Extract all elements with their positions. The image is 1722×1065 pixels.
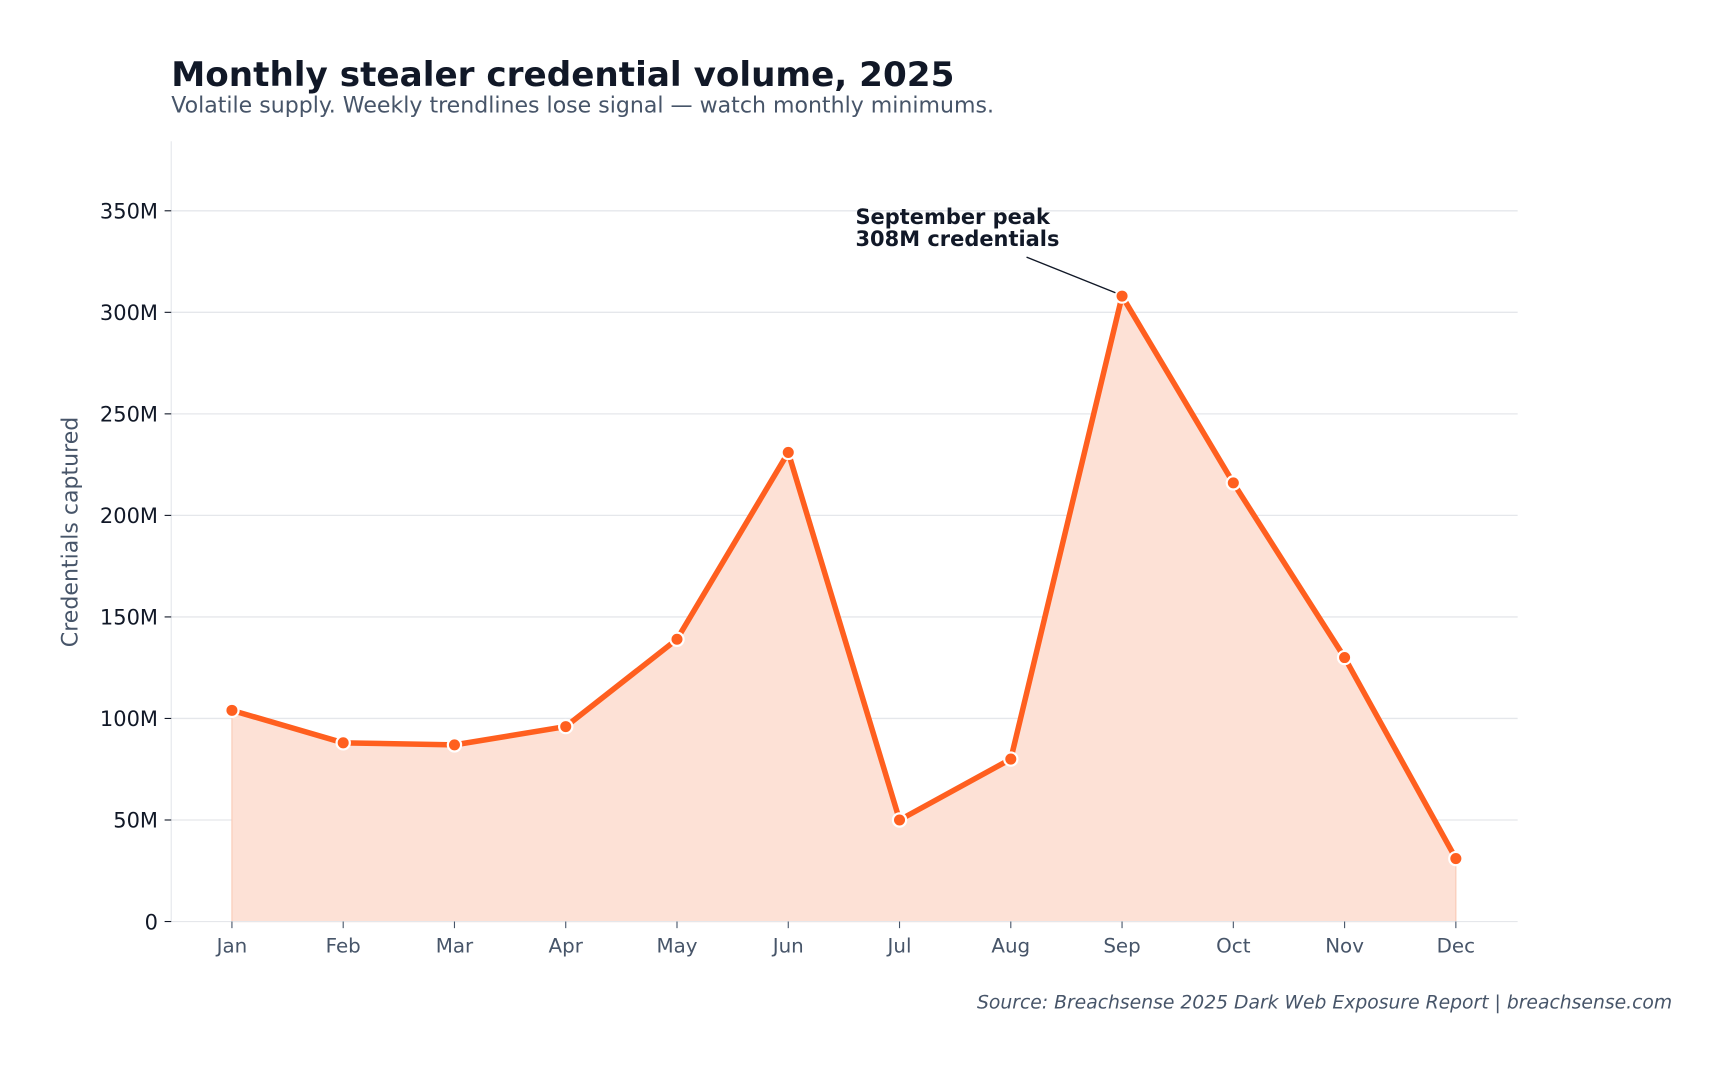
y-tick-label: 150M	[100, 606, 158, 630]
x-tick-label: Jul	[886, 934, 912, 957]
x-tick-label: Sep	[1103, 934, 1140, 957]
x-tick-label: Aug	[991, 934, 1030, 957]
y-tick-label: 0	[145, 910, 158, 934]
data-point-jun	[780, 444, 796, 461]
x-tick-label: Dec	[1437, 934, 1475, 957]
x-tick-label: Nov	[1325, 934, 1364, 957]
data-point-feb	[335, 735, 351, 751]
y-tick-label: 350M	[100, 200, 158, 224]
y-tick-label: 300M	[100, 301, 158, 325]
data-point-jul	[891, 812, 908, 828]
annotation-line-2: 308M credentials	[855, 227, 1059, 251]
data-point-mar	[446, 737, 463, 753]
annotation: September peak 308M credentials	[855, 205, 1116, 294]
x-ticks: Jan Feb Mar Apr May Jun Jul Aug Sep Oct Nov Dec	[215, 921, 1475, 957]
y-ticks: 0 50M 100M 150M 200M 250M 300M 350M	[100, 200, 172, 934]
data-point-dec	[1448, 850, 1464, 867]
y-tick-label: 200M	[100, 504, 158, 528]
data-point-jan	[224, 702, 240, 719]
chart-title: Monthly stealer credential volume, 2025	[171, 55, 954, 95]
annotation-arrow	[1026, 256, 1116, 294]
data-point-apr	[558, 718, 574, 735]
x-tick-label: Jan	[215, 934, 248, 957]
x-tick-label: Oct	[1216, 934, 1251, 957]
area-layer	[224, 288, 1464, 923]
data-point-nov	[1336, 649, 1353, 666]
data-point-sep	[1114, 288, 1130, 304]
chart-subtitle: Volatile supply. Weekly trendlines lose …	[171, 94, 994, 119]
y-tick-label: 100M	[100, 707, 158, 731]
series-line	[231, 293, 1459, 860]
x-tick-label: Feb	[326, 934, 361, 957]
x-tick-label: Apr	[549, 934, 584, 957]
y-tick-label: 250M	[100, 403, 158, 427]
source-note: Source: Breachsense 2025 Dark Web Exposu…	[977, 993, 1672, 1014]
x-tick-label: Mar	[436, 934, 474, 957]
x-tick-label: Jun	[771, 934, 804, 957]
data-point-aug	[1003, 751, 1019, 767]
x-tick-label: May	[656, 934, 697, 957]
area-fill	[231, 294, 1457, 923]
y-axis-label: Credentials captured	[58, 417, 83, 648]
data-point-may	[669, 631, 685, 647]
y-tick-label: 50M	[113, 809, 158, 833]
gridlines	[171, 210, 1518, 821]
annotation-line-1: September peak	[855, 205, 1051, 229]
data-point-oct	[1225, 475, 1242, 491]
